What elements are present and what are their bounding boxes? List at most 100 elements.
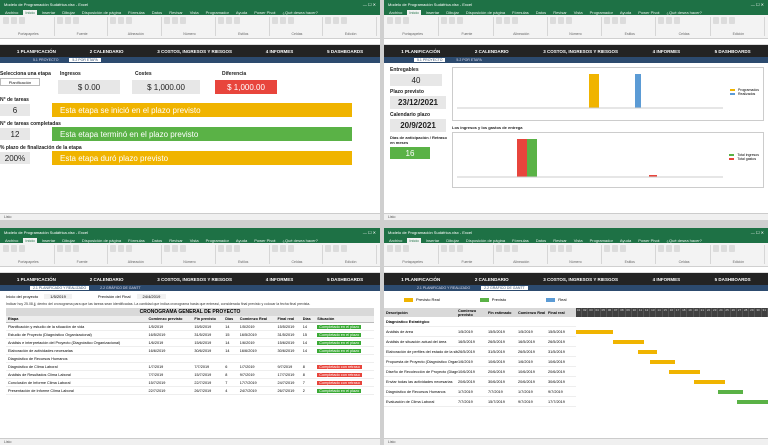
ribbon-tab[interactable]: Programador (205, 238, 229, 243)
ribbon-button-icon[interactable] (217, 17, 224, 24)
ribbon-tab[interactable]: Ayuda (619, 10, 632, 15)
ribbon-button-icon[interactable] (19, 17, 25, 24)
ribbon-tab[interactable]: Datos (151, 10, 163, 15)
ribbon-button-icon[interactable] (666, 245, 673, 252)
ribbon-tab[interactable]: ¿Qué desea hacer? (282, 238, 318, 243)
ribbon-button-icon[interactable] (11, 17, 17, 24)
end-value[interactable]: 24/4/2019 (136, 294, 167, 299)
ribbon-button-icon[interactable] (666, 17, 673, 24)
sub-tab[interactable]: 2.1 PLANIFICADO Y REALIZADO (417, 286, 471, 290)
window-controls-icon[interactable]: — ☐ ✕ (362, 1, 376, 7)
ribbon-button-icon[interactable] (441, 245, 448, 252)
ribbon-button-icon[interactable] (341, 245, 348, 252)
gantt-row[interactable]: Diseño de Recolección de Proyecto (Diagn… (384, 367, 576, 377)
ribbon-tab[interactable]: Insertar (41, 238, 56, 243)
ribbon-button-icon[interactable] (549, 245, 556, 252)
nav-item[interactable]: 2 CALENDARIO (89, 48, 124, 54)
ribbon-tab[interactable]: Disposición de página (465, 238, 506, 243)
ribbon-tab[interactable]: Power Pivot (638, 10, 660, 15)
nav-item[interactable]: 5 DASHBOARDS (327, 276, 364, 282)
nav-item[interactable]: 1 PLANIFICACIÓN (401, 48, 441, 54)
ribbon-button-icon[interactable] (503, 17, 510, 24)
nav-item[interactable]: 2 CALENDARIO (474, 276, 509, 282)
ribbon-tab[interactable]: Fórmulas (512, 238, 529, 243)
ribbon-button-icon[interactable] (503, 245, 510, 252)
ribbon-button-icon[interactable] (604, 245, 611, 252)
ribbon-button-icon[interactable] (172, 17, 179, 24)
ribbon-tab[interactable]: Datos (151, 238, 163, 243)
ribbon-button-icon[interactable] (712, 17, 719, 24)
table-row[interactable]: Planificación y estudio de la situación … (6, 322, 374, 331)
ribbon-button-icon[interactable] (64, 245, 71, 252)
ribbon-tab[interactable]: Revisar (553, 10, 567, 15)
ribbon-tab[interactable]: Revisar (169, 238, 183, 243)
ribbon-tab[interactable]: Inicio (407, 238, 421, 243)
ribbon-button-icon[interactable] (126, 17, 133, 24)
ribbon-tab[interactable]: Archivo (5, 10, 19, 15)
ribbon-button-icon[interactable] (449, 17, 456, 24)
ribbon-tab[interactable]: Fórmulas (128, 238, 145, 243)
nav-item[interactable]: 5 DASHBOARDS (714, 48, 751, 54)
ribbon-button-icon[interactable] (225, 245, 232, 252)
nav-item[interactable]: 3 COSTOS, INGRESOS Y RIESGOS (543, 276, 618, 282)
gantt-row[interactable]: Análisis de situación actual del área 16/… (384, 337, 576, 347)
nav-item[interactable]: 5 DASHBOARDS (714, 276, 751, 282)
ribbon-button-icon[interactable] (604, 17, 611, 24)
formula-bar[interactable] (0, 267, 380, 273)
ribbon-button-icon[interactable] (565, 17, 572, 24)
ribbon-tab[interactable]: Vista (189, 238, 199, 243)
ribbon-button-icon[interactable] (511, 17, 518, 24)
ribbon-tab[interactable]: Revisar (169, 10, 183, 15)
ribbon-button-icon[interactable] (72, 17, 79, 24)
ribbon-button-icon[interactable] (441, 17, 448, 24)
ribbon-tab[interactable]: Ayuda (235, 10, 248, 15)
ribbon-tab[interactable]: Ayuda (619, 238, 632, 243)
ribbon-button-icon[interactable] (11, 245, 17, 252)
ribbon-button-icon[interactable] (110, 245, 117, 252)
gantt-row[interactable]: Enviar todas las actividades necesarias 2… (384, 377, 576, 387)
ribbon-tab[interactable]: Fórmulas (128, 10, 145, 15)
ribbon-tab[interactable]: Inicio (23, 10, 37, 15)
ribbon-tab[interactable]: ¿Qué desea hacer? (666, 238, 702, 243)
ribbon-button-icon[interactable] (658, 245, 665, 252)
nav-item[interactable]: 1 PLANIFICACIÓN (16, 276, 56, 282)
sub-tab[interactable]: 5.1 PROYECTO (414, 58, 446, 62)
ribbon-tab[interactable]: Dibujar (62, 10, 75, 15)
table-row[interactable]: Conclusión de Informe Clima Laboral 15/7/… (6, 378, 374, 387)
ribbon-button-icon[interactable] (457, 245, 464, 252)
sub-tab[interactable]: 5.1 PROYECTO (33, 58, 59, 62)
ribbon-tab[interactable]: Datos (535, 238, 547, 243)
sub-tab[interactable]: 5.2 POR ETAPA (69, 58, 101, 62)
window-controls-icon[interactable]: — ☐ ✕ (750, 229, 764, 235)
nav-item[interactable]: 3 COSTOS, INGRESOS Y RIESGOS (157, 48, 233, 54)
ribbon-button-icon[interactable] (728, 245, 735, 252)
nav-item[interactable]: 1 PLANIFICACIÓN (401, 276, 441, 282)
ribbon-tab[interactable]: Inicio (23, 238, 37, 243)
ribbon-button-icon[interactable] (341, 17, 348, 24)
ribbon-button-icon[interactable] (387, 17, 393, 24)
ribbon-button-icon[interactable] (172, 245, 179, 252)
nav-item[interactable]: 5 DASHBOARDS (327, 48, 364, 54)
ribbon-button-icon[interactable] (225, 17, 232, 24)
nav-item[interactable]: 2 CALENDARIO (474, 48, 509, 54)
ribbon-button-icon[interactable] (180, 17, 187, 24)
ribbon-tab[interactable]: Disposición de página (465, 10, 506, 15)
ribbon-button-icon[interactable] (279, 17, 286, 24)
formula-bar[interactable] (0, 39, 380, 45)
ribbon-button-icon[interactable] (557, 245, 564, 252)
ribbon-button-icon[interactable] (612, 17, 619, 24)
ribbon-button-icon[interactable] (387, 245, 393, 252)
ribbon-tab[interactable]: Vista (573, 238, 583, 243)
ribbon-button-icon[interactable] (403, 245, 409, 252)
ribbon-button-icon[interactable] (403, 17, 409, 24)
ribbon-button-icon[interactable] (557, 17, 564, 24)
ribbon-button-icon[interactable] (19, 245, 25, 252)
ribbon-tab[interactable]: Insertar (425, 10, 440, 15)
ribbon-tab[interactable]: Dibujar (62, 238, 75, 243)
ribbon-button-icon[interactable] (56, 17, 63, 24)
ribbon-button-icon[interactable] (72, 245, 79, 252)
ribbon-button-icon[interactable] (271, 17, 278, 24)
ribbon-button-icon[interactable] (720, 17, 727, 24)
table-row[interactable]: Análisis e interpretación del Proyecto (… (6, 338, 374, 347)
ribbon-button-icon[interactable] (720, 245, 727, 252)
